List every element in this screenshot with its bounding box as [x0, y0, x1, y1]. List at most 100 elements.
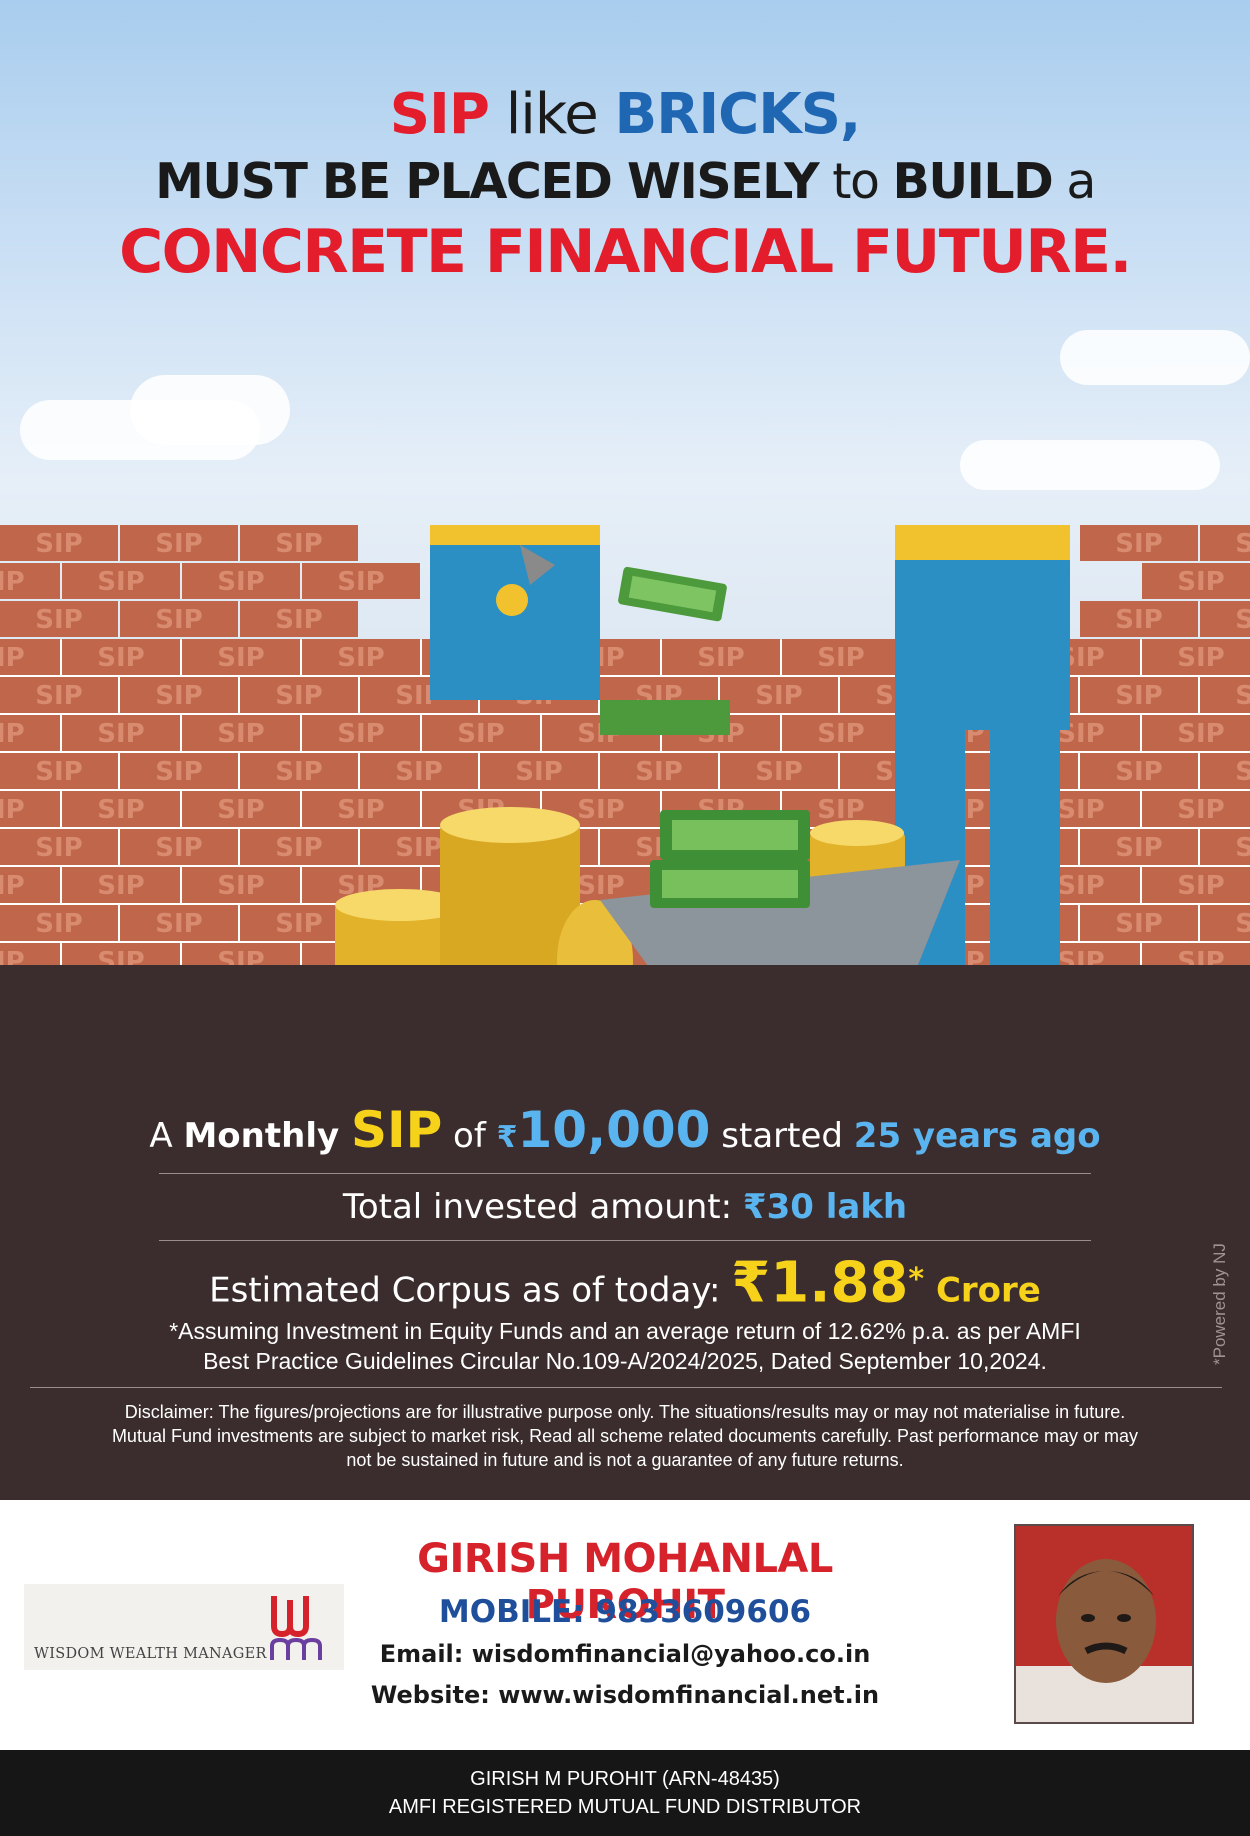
website-link[interactable]: Website: www.wisdomfinancial.net.in: [370, 1681, 880, 1709]
disclaimer-line-2: Mutual Fund investments are subject to m…: [111, 1426, 1139, 1446]
brick-label: SIP: [217, 795, 264, 825]
brick-label: SIP: [755, 681, 802, 711]
brick-label: SIP: [457, 719, 504, 749]
corpus-unit: Crore: [924, 1270, 1041, 1311]
brick: [182, 715, 300, 751]
brick-label: SIP: [1177, 871, 1224, 901]
brick: [1080, 753, 1198, 789]
worker-right: [895, 525, 1070, 965]
brick-label: SIP: [275, 681, 322, 711]
brick: [1080, 601, 1198, 637]
text-monthly: Monthly: [183, 1116, 351, 1156]
monthly-amount: 10,000: [517, 1101, 711, 1159]
brick-label: SIP: [35, 681, 82, 711]
brick-label: SIP: [217, 643, 264, 673]
brick: [182, 639, 300, 675]
brick-label: SIP: [0, 719, 25, 749]
brick: [0, 525, 118, 561]
brick-label: SIP: [635, 757, 682, 787]
brick-label: SIP: [1235, 529, 1250, 559]
brick-label: SIP: [97, 795, 144, 825]
brick-label: SIP: [1115, 757, 1162, 787]
wisdom-wealth-logo: WISDOM WEALTH MANAGER: [24, 1584, 344, 1670]
brick: [302, 791, 420, 827]
brick-label: SIP: [337, 643, 384, 673]
brick: [240, 525, 358, 561]
brick: [120, 601, 238, 637]
brick-label: SIP: [817, 643, 864, 673]
headline-must: MUST BE PLACED WISELY: [155, 153, 820, 210]
brick: [1142, 867, 1250, 903]
logo-text: WISDOM WEALTH MANAGER: [34, 1646, 267, 1662]
brick: [0, 943, 60, 965]
brick-label: SIP: [97, 871, 144, 901]
cloud: [960, 440, 1220, 490]
brick-label: SIP: [1177, 719, 1224, 749]
brick: [0, 905, 118, 941]
brick: [0, 677, 118, 713]
brick-label: SIP: [217, 947, 264, 965]
headline-sip: SIP: [389, 82, 490, 147]
brick: [62, 563, 180, 599]
email-address[interactable]: Email: wisdomfinancial@yahoo.co.in: [379, 1640, 871, 1668]
brick: [120, 677, 238, 713]
brick: [62, 791, 180, 827]
headline-line-1: SIP like BRICKS,: [0, 82, 1250, 148]
disclaimer-line-3: not be sustained in future and is not a …: [346, 1450, 904, 1470]
brick: [1200, 905, 1250, 941]
corpus-asterisk: *: [908, 1262, 925, 1297]
brick: [1080, 677, 1198, 713]
brick-label: SIP: [1115, 681, 1162, 711]
brick-label: SIP: [0, 795, 25, 825]
divider: [159, 1240, 1091, 1241]
brick: [0, 753, 118, 789]
headline: SIP like BRICKS, MUST BE PLACED WISELY t…: [0, 82, 1250, 288]
brick-label: SIP: [817, 795, 864, 825]
headline-to: to: [818, 153, 893, 210]
brick-label: SIP: [275, 909, 322, 939]
brick: [0, 601, 118, 637]
brick-label: SIP: [155, 833, 202, 863]
brick: [1080, 525, 1198, 561]
invested-value: ₹30 lakh: [742, 1187, 908, 1227]
sip-stats: A Monthly SIP of ₹10,000 started 25 year…: [0, 1095, 1250, 1329]
brick-label: SIP: [1177, 795, 1224, 825]
brick-label: SIP: [155, 529, 202, 559]
brick-label: SIP: [395, 757, 442, 787]
brick-label: SIP: [577, 871, 624, 901]
divider: [159, 1173, 1091, 1174]
brick: [120, 905, 238, 941]
brick: [1142, 639, 1250, 675]
brick-label: SIP: [155, 605, 202, 635]
brick-label: SIP: [395, 833, 442, 863]
brick-label: SIP: [155, 757, 202, 787]
brick-label: SIP: [97, 643, 144, 673]
brick-label: SIP: [35, 605, 82, 635]
brick-label: SIP: [217, 719, 264, 749]
headline-line-2: MUST BE PLACED WISELY to BUILD a: [0, 148, 1250, 216]
brick-label: SIP: [275, 757, 322, 787]
wheelbarrow: [600, 700, 960, 965]
brick-label: SIP: [0, 567, 25, 597]
brick-label: SIP: [275, 529, 322, 559]
brick-label: SIP: [1235, 605, 1250, 635]
brick-label: SIP: [1115, 529, 1162, 559]
text-of: of: [442, 1116, 497, 1156]
brick-label: SIP: [697, 643, 744, 673]
brick-label: SIP: [0, 871, 25, 901]
brick: [302, 715, 420, 751]
mobile-number[interactable]: MOBILE: 9833609606: [438, 1594, 812, 1630]
brick: [302, 639, 420, 675]
disclaimer-line-1: Disclaimer: The figures/projections are …: [124, 1402, 1126, 1422]
disclaimer: Disclaimer: The figures/projections are …: [40, 1400, 1210, 1472]
brick: [1200, 829, 1250, 865]
cloud: [1060, 330, 1250, 385]
brick: [1080, 829, 1198, 865]
brick: [1080, 905, 1198, 941]
brick: [782, 639, 900, 675]
estimated-corpus-line: Estimated Corpus as of today: ₹1.88* Cro…: [0, 1241, 1250, 1329]
brick: [422, 715, 540, 751]
assumption-line-2: Best Practice Guidelines Circular No.109…: [203, 1348, 1047, 1374]
brick: [782, 715, 900, 751]
brick: [1142, 791, 1250, 827]
